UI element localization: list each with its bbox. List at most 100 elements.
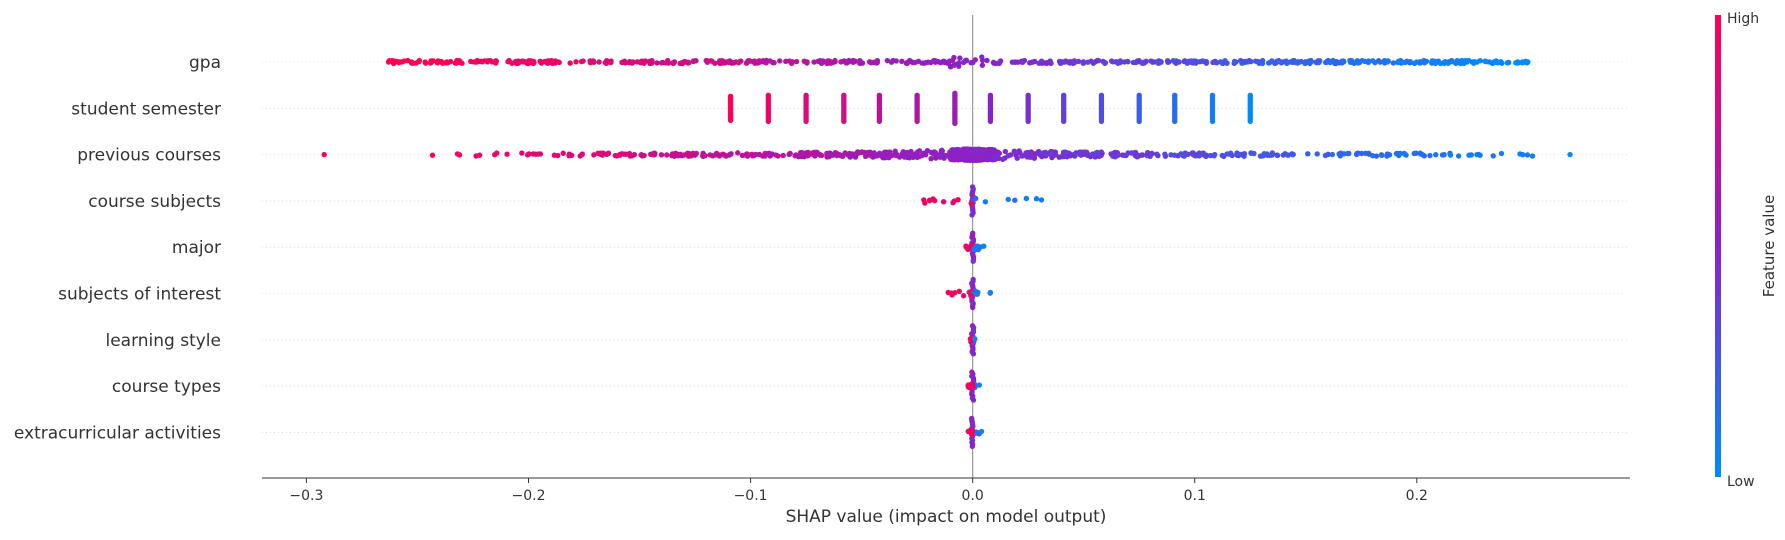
data-point [950, 199, 956, 206]
data-point [780, 152, 786, 159]
data-point [1322, 59, 1329, 66]
data-point [1305, 59, 1312, 65]
data-point [530, 58, 537, 65]
data-point [685, 59, 691, 65]
data-point [763, 57, 770, 64]
data-point [969, 304, 976, 311]
data-point [916, 148, 923, 154]
data-point [965, 382, 971, 388]
data-point [968, 200, 974, 206]
data-point [947, 58, 953, 64]
data-point [1138, 152, 1145, 158]
x-tick-label: −0.2 [511, 488, 545, 504]
data-point [493, 58, 500, 64]
feature-label: student semester [71, 99, 221, 119]
data-point [1102, 59, 1109, 66]
x-tick-label: 0.2 [1406, 488, 1428, 504]
data-point [602, 59, 608, 66]
data-points [321, 54, 1573, 450]
data-point [979, 62, 986, 68]
data-point [1246, 57, 1252, 64]
data-point [1149, 150, 1155, 157]
data-point [1112, 149, 1118, 156]
feature-row-points [965, 369, 983, 403]
data-point [1209, 118, 1216, 125]
data-point [1012, 149, 1018, 155]
data-point [1384, 151, 1391, 157]
data-point [956, 60, 962, 66]
data-point [693, 150, 700, 157]
data-point [1092, 58, 1099, 65]
data-point [1260, 153, 1266, 159]
data-point [982, 199, 989, 205]
data-point [1437, 60, 1444, 67]
data-point [1219, 152, 1225, 159]
data-point [979, 147, 986, 153]
data-point [991, 60, 997, 66]
feature-row-points [727, 90, 1253, 127]
data-point [890, 57, 896, 64]
data-point [1377, 59, 1383, 65]
data-point [1005, 196, 1011, 203]
data-point [746, 58, 752, 64]
data-point [932, 59, 939, 65]
data-point [1417, 59, 1423, 65]
data-point [728, 151, 734, 157]
data-point [992, 156, 998, 163]
data-point [974, 291, 980, 297]
data-point [893, 151, 900, 158]
data-point [719, 60, 725, 66]
data-point [982, 155, 988, 161]
data-point [681, 59, 687, 66]
feature-label: learning style [105, 331, 221, 351]
data-point [987, 289, 994, 296]
feature-label: major [172, 238, 221, 258]
data-point [587, 58, 593, 64]
data-point [921, 197, 927, 203]
data-point [952, 120, 958, 127]
data-point [1513, 60, 1519, 66]
data-point [1283, 58, 1289, 64]
data-point [422, 59, 428, 65]
data-point [868, 59, 874, 66]
data-point [783, 58, 789, 65]
data-point [578, 58, 585, 65]
data-point [1411, 60, 1418, 67]
feature-label: extracurricular activities [14, 423, 221, 443]
data-point [1355, 60, 1361, 66]
data-point [939, 148, 945, 154]
data-point [551, 152, 558, 158]
data-point [710, 153, 716, 159]
data-point [1075, 58, 1082, 65]
data-point [608, 58, 614, 64]
data-point [956, 153, 962, 159]
data-point [884, 152, 890, 158]
data-point [838, 59, 844, 65]
data-point [505, 59, 511, 65]
data-point [1093, 150, 1099, 156]
data-point [972, 195, 979, 202]
x-tick-label: 0.1 [1184, 488, 1206, 504]
data-point [970, 258, 976, 264]
data-point [984, 57, 990, 64]
data-point [1269, 150, 1276, 156]
data-point [1211, 153, 1217, 159]
data-point [818, 152, 825, 159]
data-point [941, 58, 947, 64]
data-point [385, 59, 392, 65]
feature-row-points [945, 276, 994, 311]
data-point [996, 60, 1002, 67]
data-point [1517, 151, 1523, 157]
data-point [704, 58, 710, 64]
data-point [876, 118, 883, 125]
data-point [1033, 196, 1040, 202]
data-point [874, 59, 880, 66]
data-point [1038, 58, 1045, 64]
data-point [798, 153, 805, 160]
data-point [1088, 58, 1094, 64]
data-point [700, 150, 706, 157]
data-point [744, 151, 750, 157]
data-point [622, 60, 629, 66]
data-point [999, 156, 1006, 162]
